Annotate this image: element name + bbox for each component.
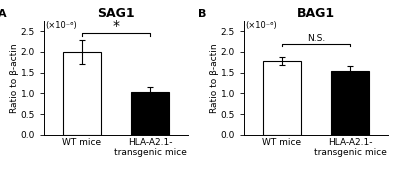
Text: *: *: [112, 19, 120, 33]
Text: (×10⁻⁶): (×10⁻⁶): [246, 21, 277, 30]
Text: (×10⁻⁶): (×10⁻⁶): [46, 21, 77, 30]
Text: B: B: [198, 9, 206, 19]
Bar: [332, 71, 369, 135]
Bar: [63, 52, 100, 135]
Bar: [263, 61, 301, 135]
Text: N.S.: N.S.: [307, 34, 325, 43]
Title: BAG1: BAG1: [297, 7, 335, 20]
Y-axis label: Ratio to β-actin: Ratio to β-actin: [10, 43, 19, 113]
Title: SAG1: SAG1: [97, 7, 135, 20]
Y-axis label: Ratio to β-actin: Ratio to β-actin: [210, 43, 219, 113]
Bar: [131, 92, 169, 135]
Text: A: A: [0, 9, 6, 19]
